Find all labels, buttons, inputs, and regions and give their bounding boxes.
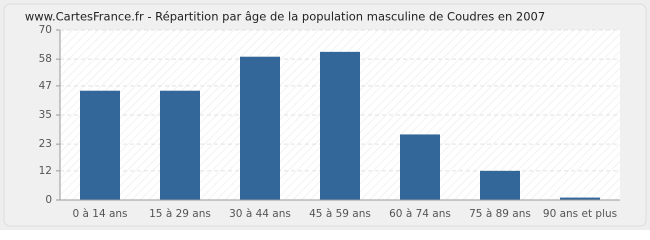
page: {"chart_data": {"type": "bar", "title": … xyxy=(0,0,650,230)
bar xyxy=(560,197,600,200)
x-tick-label: 60 à 74 ans xyxy=(389,208,451,220)
chart: www.CartesFrance.fr - Répartition par âg… xyxy=(0,0,650,230)
x-tick-label: 90 ans et plus xyxy=(543,208,617,220)
x-tick-label: 45 à 59 ans xyxy=(309,208,371,220)
x-tick-label: 30 à 44 ans xyxy=(229,208,291,220)
bar xyxy=(480,170,520,200)
y-tick-label: 0 xyxy=(45,194,52,206)
bar xyxy=(80,90,120,200)
x-tick-label: 75 à 89 ans xyxy=(469,208,531,220)
x-tick-label: 0 à 14 ans xyxy=(72,208,127,220)
y-tick-label: 23 xyxy=(39,138,52,150)
x-tick-label: 15 à 29 ans xyxy=(149,208,211,220)
y-tick-label: 47 xyxy=(39,80,52,92)
y-tick-label: 35 xyxy=(39,109,52,121)
bar xyxy=(320,51,360,200)
y-tick-label: 12 xyxy=(39,165,52,177)
bar xyxy=(240,56,280,200)
y-tick-label: 70 xyxy=(39,24,52,36)
bar xyxy=(160,90,200,200)
y-tick-label: 58 xyxy=(39,53,52,65)
chart-title: www.CartesFrance.fr - Répartition par âg… xyxy=(25,10,545,24)
bar xyxy=(400,134,440,200)
